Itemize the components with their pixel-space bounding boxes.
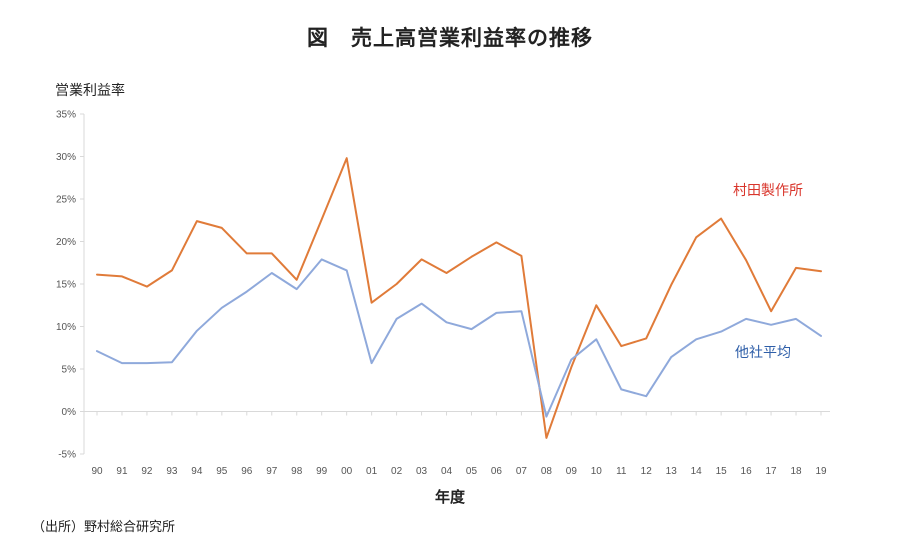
x-tick-label: 98 bbox=[291, 466, 303, 477]
x-tick-label: 15 bbox=[716, 466, 728, 477]
x-tick-label: 19 bbox=[815, 466, 827, 477]
x-tick-label: 91 bbox=[116, 466, 128, 477]
y-tick-label: 15% bbox=[56, 280, 76, 291]
x-tick-label: 02 bbox=[391, 466, 403, 477]
x-tick-label: 07 bbox=[516, 466, 528, 477]
y-tick-label: 0% bbox=[62, 407, 77, 418]
x-tick-label: 96 bbox=[241, 466, 253, 477]
x-tick-label: 16 bbox=[741, 466, 753, 477]
x-tick-label: 11 bbox=[616, 466, 627, 477]
series-line-0 bbox=[96, 157, 822, 439]
x-tick-label: 94 bbox=[191, 466, 203, 477]
x-tick-label: 05 bbox=[466, 466, 478, 477]
x-tick-label: 90 bbox=[91, 466, 103, 477]
x-tick-label: 97 bbox=[266, 466, 278, 477]
x-tick-label: 08 bbox=[541, 466, 553, 477]
x-tick-label: 92 bbox=[141, 466, 153, 477]
x-tick-label: 14 bbox=[691, 466, 703, 477]
series-line-1 bbox=[96, 258, 822, 418]
x-tick-label: 10 bbox=[591, 466, 603, 477]
y-tick-label: 35% bbox=[56, 110, 76, 121]
x-tick-label: 93 bbox=[166, 466, 178, 477]
x-tick-label: 12 bbox=[641, 466, 653, 477]
y-axis-title: 営業利益率 bbox=[55, 83, 125, 99]
y-tick-label: 30% bbox=[56, 152, 76, 163]
y-tick-label: 10% bbox=[56, 322, 76, 333]
x-tick-label: 13 bbox=[666, 466, 678, 477]
source-note: （出所）野村総合研究所 bbox=[32, 520, 176, 535]
x-axis-title: 年度 bbox=[434, 488, 465, 506]
x-tick-label: 17 bbox=[766, 466, 778, 477]
chart-axes: -5% 0% 5% 10% 15% 20% 25% 30% 35% 90 91 92 93 94 95 96 9… bbox=[56, 110, 830, 477]
x-tick-label: 99 bbox=[316, 466, 328, 477]
y-tick-label: -5% bbox=[58, 450, 76, 461]
y-tick-label: 25% bbox=[56, 195, 76, 206]
x-tick-label: 18 bbox=[790, 466, 802, 477]
y-tick-label: 5% bbox=[62, 365, 77, 376]
chart-title: 図 売上高営業利益率の推移 bbox=[307, 26, 593, 50]
x-tick-label: 01 bbox=[366, 466, 378, 477]
x-tick-label: 00 bbox=[341, 466, 353, 477]
y-tick-label: 20% bbox=[56, 237, 76, 248]
x-tick-label: 06 bbox=[491, 466, 503, 477]
chart-series bbox=[96, 157, 822, 439]
series-label-0: 村田製作所 bbox=[733, 183, 803, 199]
series-label-1: 他社平均 bbox=[735, 345, 791, 361]
x-tick-label: 04 bbox=[441, 466, 453, 477]
x-tick-label: 95 bbox=[216, 466, 228, 477]
x-tick-label: 09 bbox=[566, 466, 578, 477]
x-tick-label: 03 bbox=[416, 466, 428, 477]
